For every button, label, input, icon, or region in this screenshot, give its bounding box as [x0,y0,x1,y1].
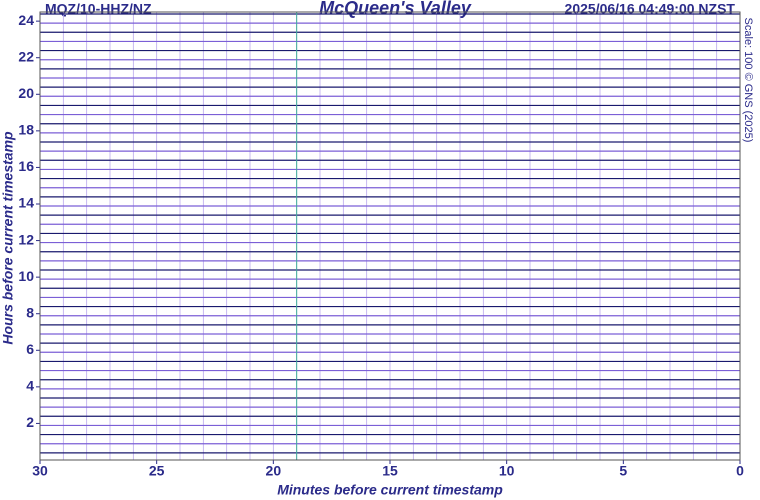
x-tick-label: 0 [736,463,744,479]
y-tick-label: 22 [18,48,34,64]
x-tick-label: 15 [382,463,398,479]
y-axis-label: Hours before current timestamp [0,131,16,345]
y-tick-label: 18 [18,122,34,138]
station-label: MQZ/10-HHZ/NZ [45,1,152,17]
x-tick-label: 20 [266,463,282,479]
x-tick-label: 5 [619,463,627,479]
y-tick-label: 20 [18,85,34,101]
y-tick-label: 24 [18,12,34,28]
x-tick-label: 30 [32,463,48,479]
x-tick-label: 10 [499,463,515,479]
y-tick-label: 2 [26,414,34,430]
x-axis-label: Minutes before current timestamp [277,482,503,498]
y-tick-label: 12 [18,231,34,247]
y-tick-label: 14 [18,195,34,211]
y-tick-label: 10 [18,268,34,284]
y-tick-label: 6 [26,341,34,357]
timestamp: 2025/06/16 04:49:00 NZST [565,1,736,17]
x-tick-label: 25 [149,463,165,479]
scale-note: Scale: 100 © GNS (2025) [742,18,754,143]
chart-title: McQueen's Valley [319,0,472,18]
y-tick-label: 4 [26,378,34,394]
y-tick-label: 16 [18,158,34,174]
y-tick-label: 8 [26,304,34,320]
plot-frame [39,11,741,461]
